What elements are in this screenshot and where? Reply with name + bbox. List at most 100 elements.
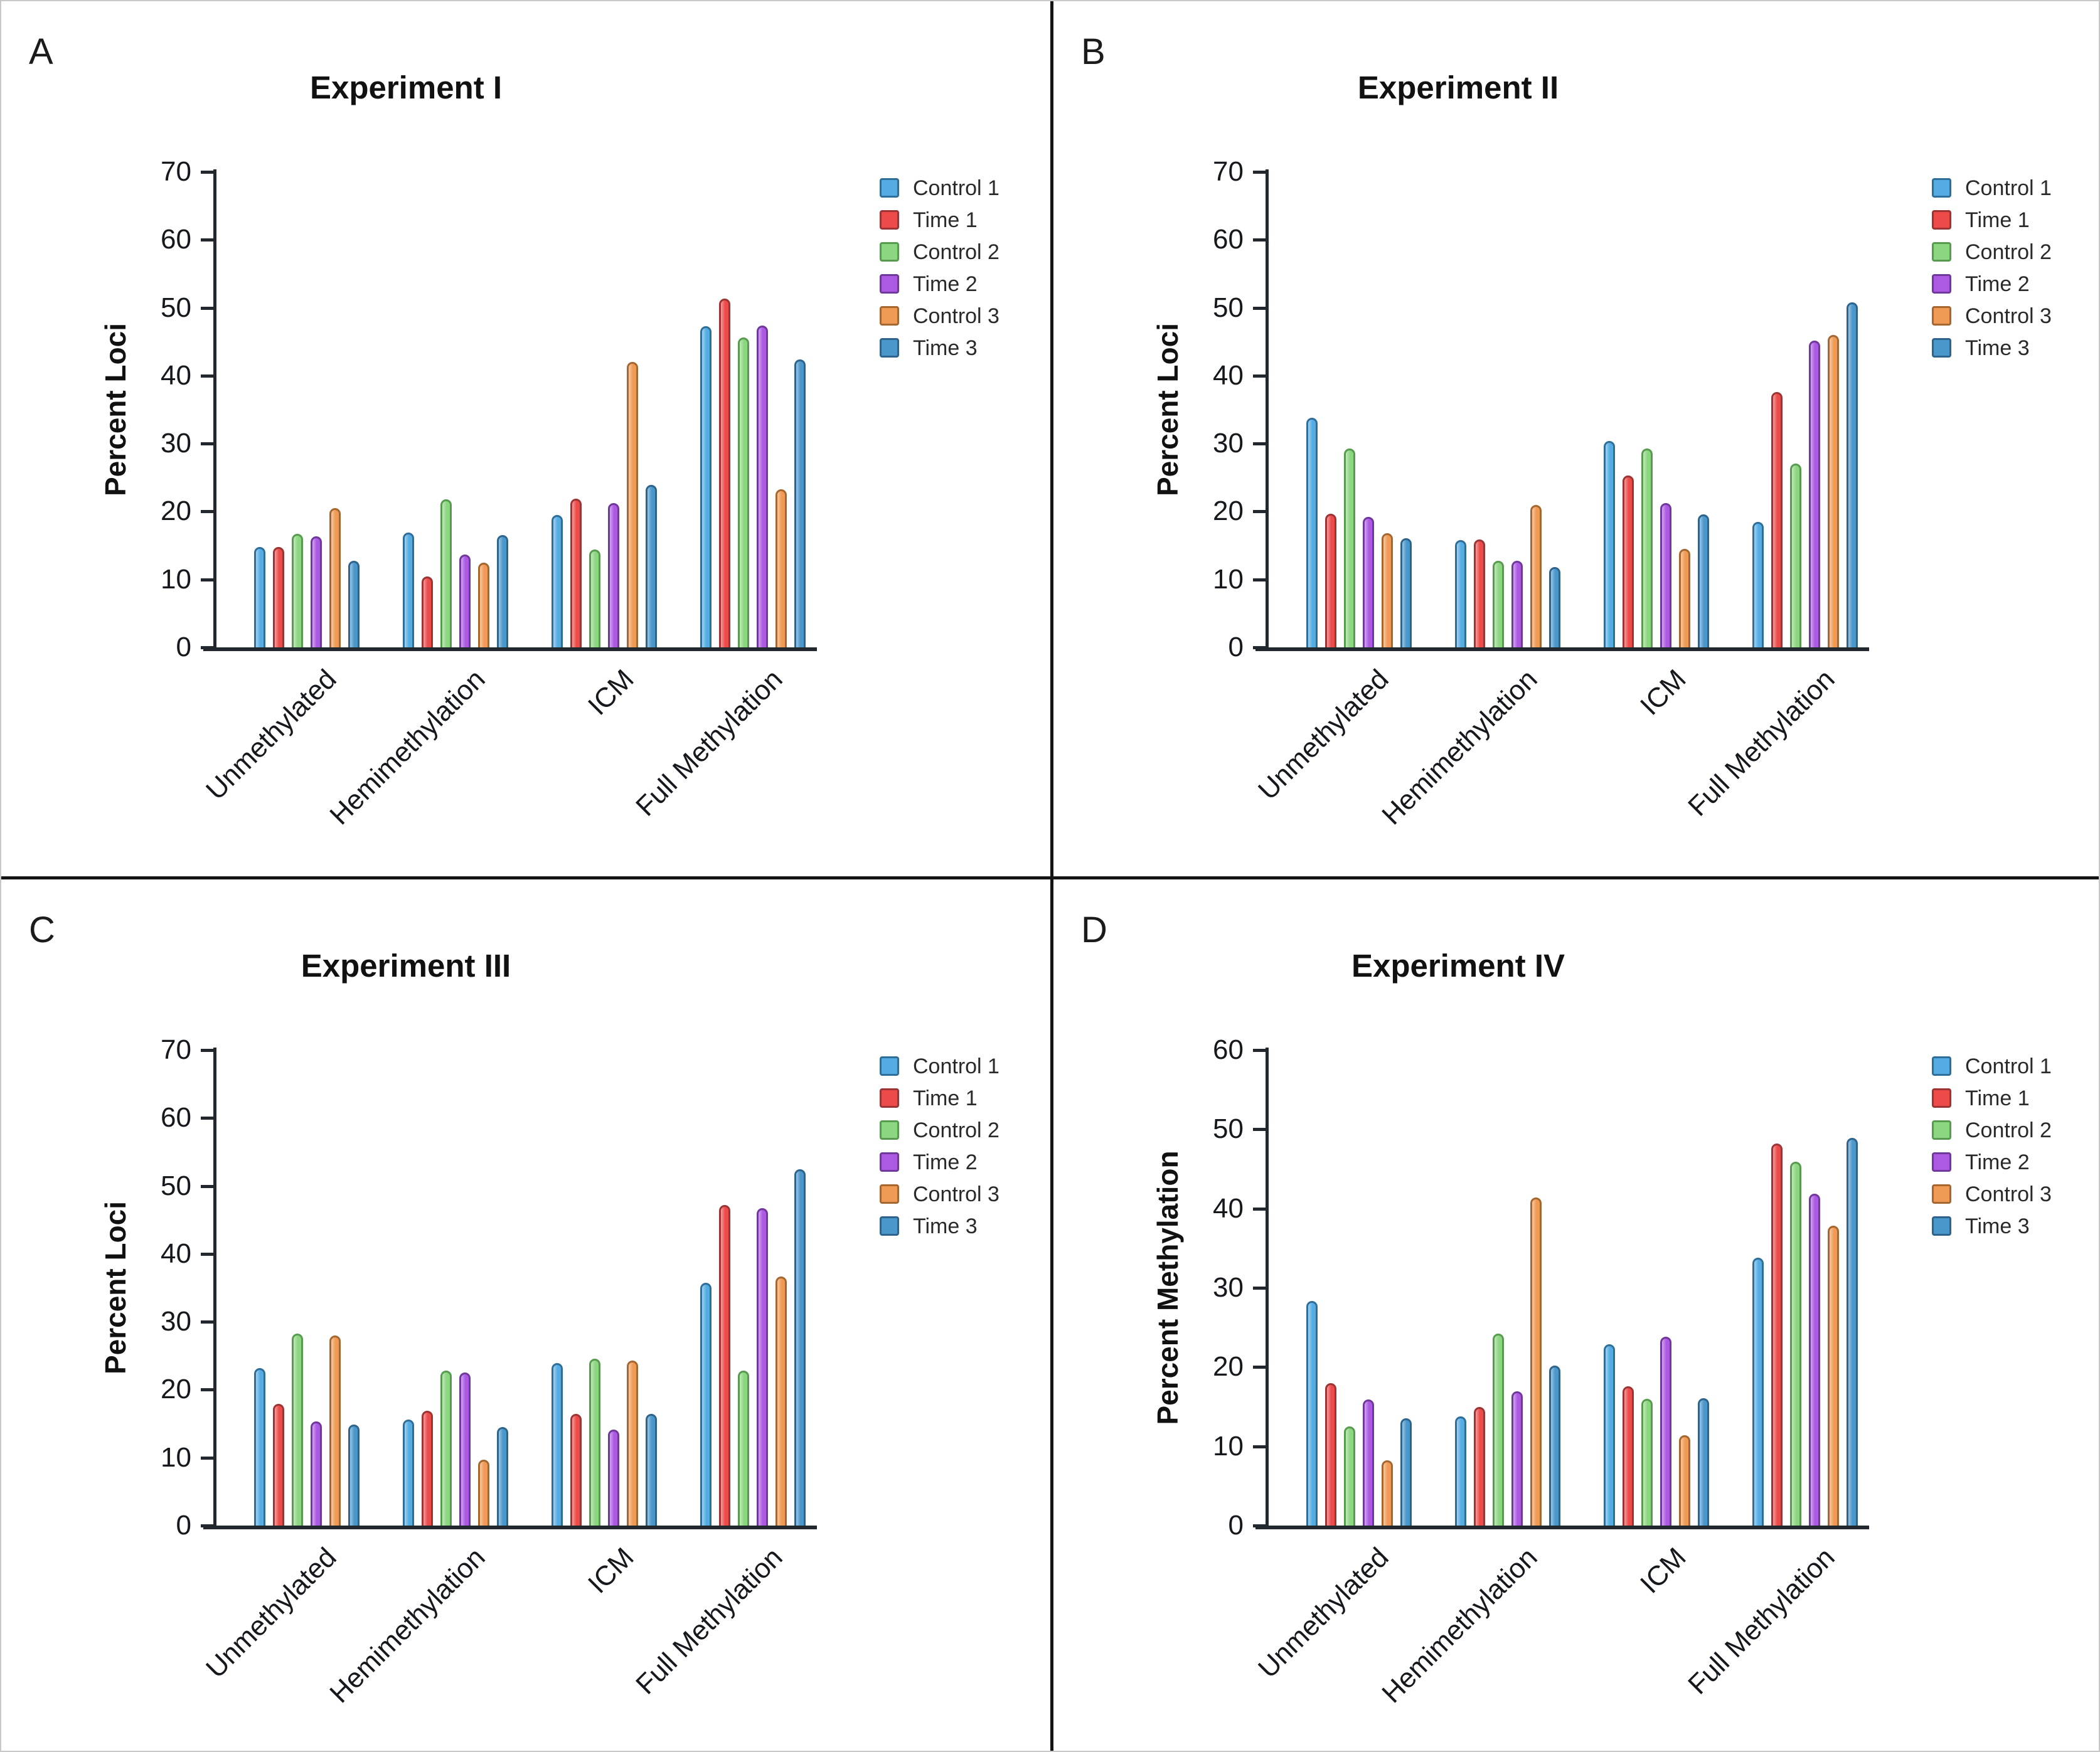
legend-label: Time 3 [913, 336, 978, 360]
bar-time3-hemimethylation [1549, 567, 1560, 647]
legend-swatch-icon [880, 1152, 899, 1172]
y-axis-line [1266, 169, 1269, 650]
legend-swatch-icon [880, 210, 899, 230]
legend-swatch-icon [1932, 1088, 1951, 1108]
bar-control1-icm [552, 514, 563, 647]
y-tick-label: 0 [176, 632, 191, 662]
legend-item: Control 2 [880, 1114, 1049, 1146]
y-tick-mark [201, 578, 213, 581]
bar-control2-icm [589, 1358, 600, 1526]
legend-swatch-icon [880, 1056, 899, 1076]
bar-time1-full-methylation [1771, 1144, 1783, 1526]
x-category-label: Full Methylation [1682, 664, 1841, 822]
y-tick-mark [201, 306, 213, 310]
y-tick-mark [201, 1524, 213, 1527]
y-tick-mark [1253, 1445, 1266, 1448]
bar-control3-icm [627, 362, 638, 647]
x-category-label: ICM [582, 1542, 640, 1600]
bar-time2-full-methylation [757, 1208, 768, 1526]
legend-swatch-icon [1932, 306, 1951, 326]
bar-time1-full-methylation [1771, 391, 1783, 647]
bar-control1-unmethylated [254, 546, 265, 647]
bar-control3-full-methylation [1828, 334, 1839, 647]
y-tick-mark [201, 1456, 213, 1460]
bar-control2-hemimethylation [440, 1371, 452, 1526]
y-tick-label: 10 [1213, 563, 1244, 595]
bar-time3-full-methylation [1847, 302, 1858, 647]
legend-swatch-icon [880, 1120, 899, 1140]
y-tick-label: 30 [161, 428, 191, 459]
x-axis-line [203, 1526, 817, 1529]
bar-control2-hemimethylation [440, 499, 452, 647]
legend-swatch-icon [880, 306, 899, 326]
bar-time2-full-methylation [1809, 1193, 1820, 1526]
bar-time2-unmethylated [1363, 517, 1374, 647]
bar-time2-unmethylated [1363, 1399, 1374, 1526]
y-tick-mark [201, 1320, 213, 1324]
x-category-label: Full Methylation [630, 664, 789, 822]
bar-control1-icm [1604, 440, 1615, 647]
y-tick-mark [1253, 1287, 1266, 1290]
panel-letter: C [29, 910, 55, 950]
x-category-label: Hemimethylation [1376, 1542, 1543, 1709]
panel-experiment-3: C Experiment III Percent Loci 0 10 20 30 40 5… [1, 879, 1049, 1751]
legend-label: Time 2 [1965, 272, 2030, 296]
chart-title: Experiment III [301, 948, 511, 984]
legend-label: Time 2 [913, 1150, 978, 1174]
y-tick-label: 50 [1213, 292, 1244, 323]
legend-item: Control 2 [880, 236, 1049, 268]
bar-control3-unmethylated [329, 1335, 341, 1526]
bar-time3-hemimethylation [497, 535, 508, 647]
y-tick-label: 70 [1213, 156, 1244, 187]
bar-control3-hemimethylation [1530, 504, 1542, 647]
legend-swatch-icon [1932, 178, 1951, 198]
legend-item: Control 1 [1932, 1050, 2099, 1082]
x-category-label: Hemimethylation [1376, 664, 1543, 831]
bar-control3-icm [1679, 548, 1690, 647]
y-axis-line [213, 1048, 216, 1528]
plot-area: 0 10 20 30 40 50 60 Unmethylated Hemimethylation… [1053, 879, 2099, 1751]
x-category-label: Unmethylated [1252, 664, 1395, 806]
y-tick-label: 20 [1213, 1351, 1244, 1383]
legend-label: Time 3 [913, 1214, 978, 1238]
bar-control2-full-methylation [1790, 1162, 1801, 1526]
y-tick-mark [201, 171, 213, 174]
legend-item: Control 1 [1932, 172, 2099, 204]
legend: Control 1 Time 1 Control 2 Time 2 Control 3 T… [880, 172, 1049, 364]
y-tick-mark [1253, 1524, 1266, 1527]
bar-control2-hemimethylation [1493, 561, 1504, 647]
bar-time1-icm [570, 1414, 582, 1526]
bar-control1-hemimethylation [1455, 539, 1466, 647]
legend-item: Time 2 [1932, 268, 2099, 300]
bar-control2-unmethylated [1344, 448, 1355, 647]
legend-item: Time 3 [880, 1210, 1049, 1242]
x-category-label: ICM [1634, 664, 1692, 721]
legend-item: Control 3 [880, 300, 1049, 332]
bar-time2-icm [1660, 503, 1671, 647]
bar-control2-hemimethylation [1493, 1334, 1504, 1526]
legend-swatch-icon [880, 1088, 899, 1108]
legend-item: Control 1 [880, 1050, 1049, 1082]
legend-swatch-icon [1932, 1152, 1951, 1172]
legend-label: Control 1 [1965, 176, 2052, 200]
y-tick-label: 50 [1213, 1113, 1244, 1145]
legend-label: Time 1 [1965, 1086, 2030, 1110]
panel-letter: D [1081, 910, 1107, 950]
legend-swatch-icon [1932, 274, 1951, 294]
bar-time1-icm [570, 498, 582, 647]
bar-time1-hemimethylation [422, 576, 433, 647]
legend-swatch-icon [880, 178, 899, 198]
y-tick-label: 50 [161, 292, 191, 323]
y-tick-label: 30 [161, 1306, 191, 1337]
y-tick-label: 40 [161, 1238, 191, 1269]
bar-control2-icm [1641, 1398, 1653, 1526]
x-category-label: Unmethylated [1252, 1542, 1395, 1684]
panel-experiment-1: A Experiment I Percent Loci 0 10 20 30 40 50 6… [1, 1, 1049, 873]
bar-control1-hemimethylation [403, 532, 414, 647]
y-tick-label: 40 [161, 359, 191, 391]
legend-item: Time 1 [1932, 1082, 2099, 1114]
legend-label: Control 2 [913, 240, 999, 264]
y-tick-label: 60 [161, 1102, 191, 1133]
y-tick-label: 10 [1213, 1430, 1244, 1462]
